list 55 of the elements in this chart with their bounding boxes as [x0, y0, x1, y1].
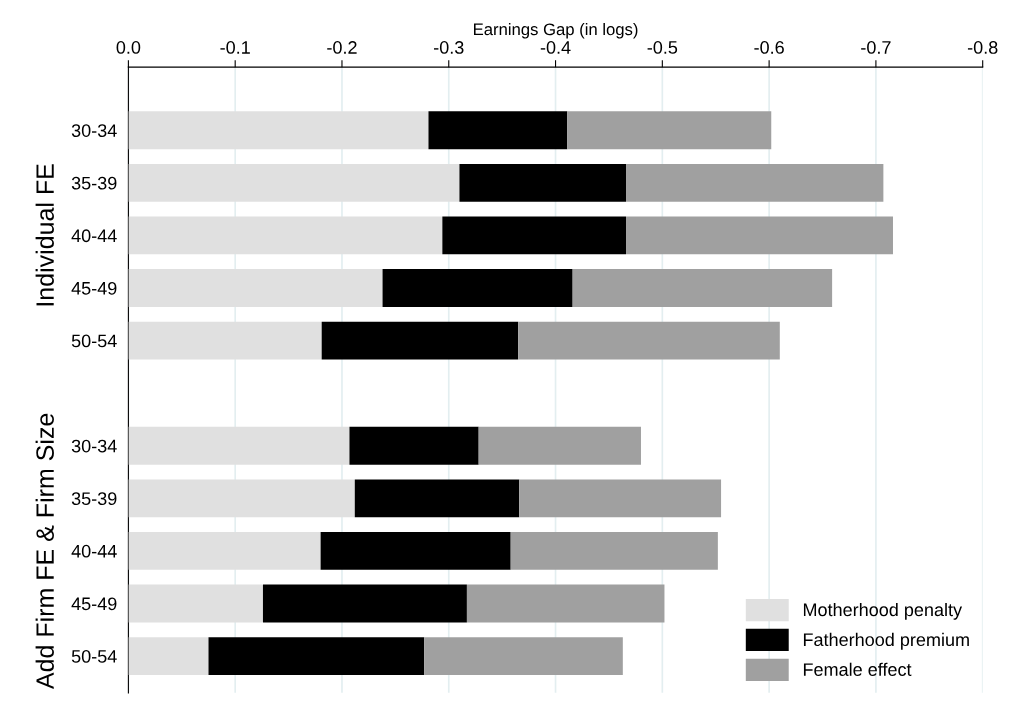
bar — [354, 479, 520, 518]
y-tick-label: 40-44 — [71, 229, 117, 243]
bar — [518, 321, 780, 360]
bar — [128, 269, 383, 307]
bar — [349, 426, 479, 465]
x-tick-label: -0.6 — [754, 41, 784, 54]
x-tick-label: -0.1 — [220, 41, 250, 54]
bar — [128, 584, 263, 623]
legend-label: Fatherhood premium — [803, 632, 969, 650]
text: Individual FE — [35, 164, 54, 306]
bar — [459, 163, 627, 202]
y-tick-label: 40-44 — [71, 544, 117, 558]
x-tick-label: -0.4 — [540, 41, 571, 54]
y-tick-label: 45-49 — [71, 597, 117, 611]
bar — [519, 479, 722, 518]
bar — [626, 216, 893, 255]
y-tick-label: 35-39 — [71, 176, 117, 190]
bar — [382, 269, 573, 307]
x-axis-title: Earnings Gap (in logs) — [474, 22, 638, 39]
bar — [466, 584, 665, 623]
bar — [128, 321, 322, 360]
x-tick-label: 0.0 — [116, 41, 141, 54]
bar — [128, 426, 350, 465]
y-tick-label: 50-54 — [71, 334, 117, 348]
bar — [321, 321, 519, 360]
y-tick-label: 45-49 — [71, 281, 117, 295]
bar — [428, 111, 568, 150]
bar — [320, 531, 511, 570]
legend-label: Female effect — [803, 662, 912, 676]
y-tick-label: 30-34 — [71, 124, 117, 137]
bar — [567, 111, 772, 150]
bar — [442, 216, 627, 255]
bar — [208, 637, 425, 675]
y-tick-label: 50-54 — [71, 649, 117, 663]
bar — [128, 163, 460, 202]
bar — [424, 637, 623, 675]
bar — [626, 163, 884, 202]
legend-label: Motherhood penalty — [803, 602, 963, 620]
x-tick-label: -0.3 — [434, 41, 464, 54]
x-tick-label: -0.5 — [647, 41, 678, 54]
x-tick-label: -0.8 — [967, 41, 998, 54]
bar — [262, 584, 467, 623]
y-tick-label: 35-39 — [71, 492, 117, 506]
text: Add Firm FE & Firm Size — [35, 413, 54, 690]
bar — [128, 637, 209, 675]
bar — [572, 269, 833, 307]
x-tick-label: -0.2 — [327, 41, 357, 54]
bar — [128, 111, 429, 150]
bar — [128, 216, 443, 255]
x-tick-label: -0.7 — [861, 41, 891, 54]
bar — [128, 531, 321, 570]
bar — [510, 531, 718, 570]
bar — [128, 479, 355, 518]
bar — [478, 426, 641, 465]
y-tick-label: 30-34 — [71, 439, 117, 453]
